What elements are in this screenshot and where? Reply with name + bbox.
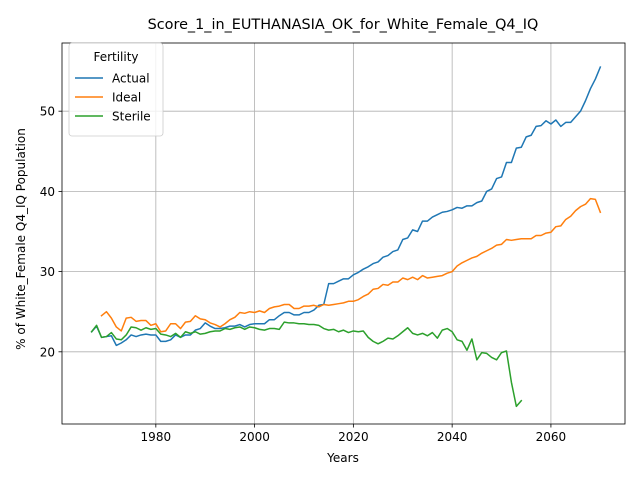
legend-label-ideal: Ideal [112,91,141,105]
chart-title: Score_1_in_EUTHANASIA_OK_for_White_Femal… [148,17,539,33]
legend-title: Fertility [93,50,138,64]
y-tick-label: 40 [40,185,55,199]
x-tick-label: 2020 [338,430,369,444]
legend-box [68,42,164,137]
x-axis-label: Years [326,451,359,465]
y-axis-label: % of White_Female Q4_IQ Population [14,128,28,350]
x-axis-ticks: 1980 2000 2020 2040 2060 [141,424,567,444]
legend-label-sterile: Sterile [112,110,151,124]
x-tick-label: 1980 [141,430,172,444]
x-tick-label: 2060 [536,430,567,444]
x-tick-label: 2040 [437,430,468,444]
series-line-actual [90,66,602,347]
y-tick-label: 50 [40,105,55,119]
y-tick-label: 20 [40,345,55,359]
y-tick-label: 30 [40,265,55,279]
x-tick-label: 2000 [239,430,270,444]
data-lines [90,66,602,408]
y-axis-ticks: 20 30 40 50 [40,105,62,359]
legend: Fertility Actual Ideal Sterile [68,42,164,137]
series-line-ideal [100,197,602,333]
plot-area-frame [61,42,626,425]
series-line-sterile [90,321,523,408]
legend-label-actual: Actual [112,72,150,86]
